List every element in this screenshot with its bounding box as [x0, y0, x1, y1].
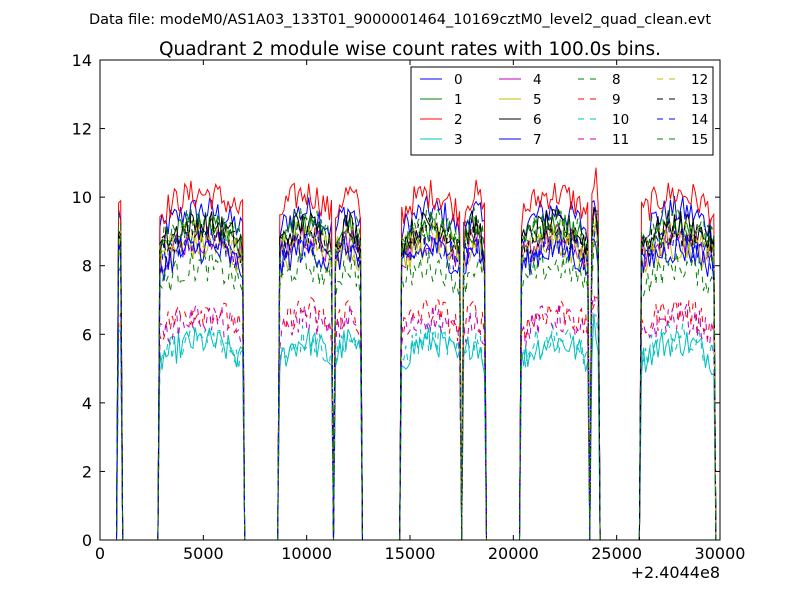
y-tick-label: 4: [82, 394, 92, 413]
legend-label-15: 15: [691, 132, 708, 148]
legend-label-6: 6: [533, 112, 542, 128]
y-tick-label: 12: [72, 120, 92, 139]
legend-label-12: 12: [691, 72, 708, 88]
legend-label-1: 1: [454, 92, 463, 108]
legend-label-9: 9: [612, 92, 621, 108]
legend-label-14: 14: [691, 112, 708, 128]
legend-label-4: 4: [533, 72, 542, 88]
legend-label-7: 7: [533, 132, 542, 148]
legend-label-5: 5: [533, 92, 542, 108]
y-tick-label: 2: [82, 462, 92, 481]
series-line-9: [100, 296, 717, 541]
legend-label-2: 2: [454, 112, 463, 128]
x-tick-label: 25000: [591, 544, 642, 563]
legend-label-8: 8: [612, 72, 621, 88]
x-tick-label: 20000: [488, 544, 539, 563]
axis-ticks: 0 5000 10000 15000 20000 25000 300000246810121…: [72, 51, 746, 563]
x-tick-label: 15000: [385, 544, 436, 563]
series-line-15: [100, 206, 717, 541]
x-offset-label: +2.4044e8: [631, 563, 720, 582]
series-line-11: [100, 294, 717, 541]
legend-label-3: 3: [454, 132, 463, 148]
y-tick-label: 10: [72, 188, 92, 207]
y-tick-label: 8: [82, 257, 92, 276]
chart-title: Quadrant 2 module wise count rates with …: [159, 39, 661, 60]
x-tick-label: 5000: [183, 544, 224, 563]
x-tick-label: 0: [95, 544, 105, 563]
legend-box: [410, 66, 714, 156]
legend-label-13: 13: [691, 92, 708, 108]
legend-label-0: 0: [454, 72, 463, 88]
suptitle: Data file: modeM0/AS1A03_133T01_90000014…: [89, 12, 711, 28]
y-tick-label: 14: [72, 51, 92, 70]
x-tick-label: 30000: [695, 544, 746, 563]
legend-label-10: 10: [612, 112, 629, 128]
y-tick-label: 6: [82, 325, 92, 344]
legend-label-11: 11: [612, 132, 629, 148]
x-tick-label: 10000: [281, 544, 332, 563]
y-tick-label: 0: [82, 531, 92, 550]
